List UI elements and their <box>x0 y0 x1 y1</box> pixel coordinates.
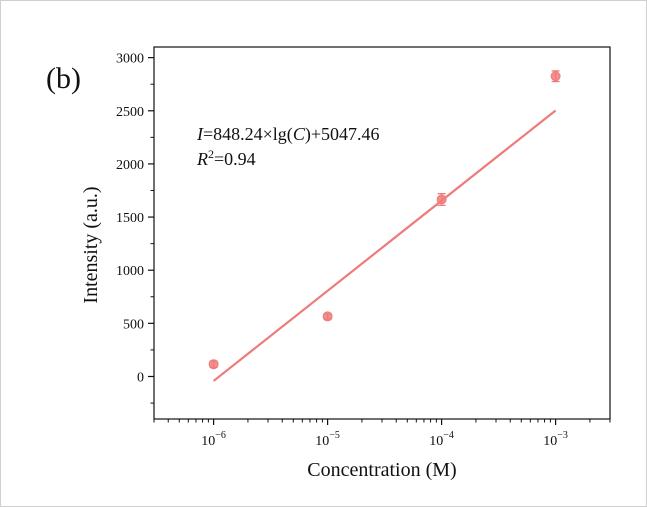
point-marker <box>322 311 333 322</box>
x-tick-label: 10−6 <box>201 430 226 449</box>
r-squared-var: R <box>196 149 208 169</box>
point-marker <box>550 71 561 82</box>
plot-border <box>153 46 611 420</box>
axes-box <box>153 46 611 420</box>
r-squared-sup: 2 <box>208 147 214 161</box>
x-tick-label: 10−3 <box>543 430 568 449</box>
y-tick-label: 1500 <box>116 211 144 226</box>
fit-equation-close: )+5047.46 <box>305 124 380 145</box>
y-tick-label: 2500 <box>116 105 144 120</box>
fit-equation-arg: C <box>293 124 306 144</box>
data-point <box>208 359 219 370</box>
y-tick-label: 500 <box>123 317 144 332</box>
fit-line-layer <box>212 109 557 382</box>
fit-equation-body: =848.24×lg( <box>203 124 293 145</box>
fit-equation-var: I <box>196 124 204 144</box>
point-marker <box>208 359 219 370</box>
point-marker <box>436 194 447 205</box>
fit-line <box>212 109 557 382</box>
y-tick-label: 1000 <box>116 264 144 279</box>
y-tick-label: 2000 <box>116 158 144 173</box>
data-point <box>550 70 561 83</box>
y-axis-ticks: 0 500 1000 1500 2000 2500 3000 <box>116 52 154 404</box>
r-squared-label: R2=0.94 <box>196 147 256 169</box>
x-axis-ticks: 10−6 10−5 10−4 10−3 <box>153 419 611 449</box>
y-tick-label: 0 <box>137 370 144 385</box>
x-tick-label: 10−4 <box>429 430 454 449</box>
fit-equation: I=848.24×lg(C)+5047.46 <box>196 124 379 145</box>
data-points-layer <box>208 70 561 370</box>
data-point <box>436 193 447 207</box>
x-tick-label: 10−5 <box>315 430 340 449</box>
panel-label: (b) <box>46 62 81 95</box>
x-axis-title: Concentration (M) <box>307 459 456 481</box>
y-tick-label: 3000 <box>116 52 144 67</box>
r-squared-value: =0.94 <box>214 149 256 169</box>
y-axis-title: Intensity (a.u.) <box>80 186 102 303</box>
data-point <box>322 311 333 322</box>
